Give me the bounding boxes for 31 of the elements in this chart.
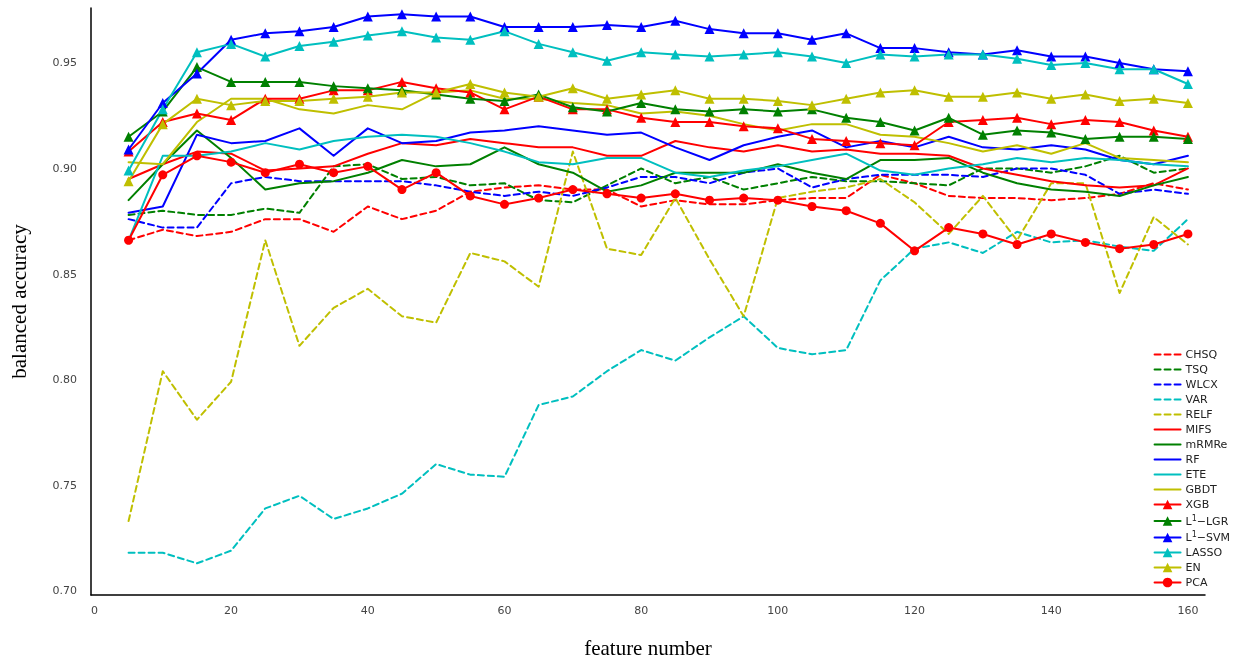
- y-tick-label: 0.95: [52, 56, 77, 70]
- x-tick-label: 0: [90, 604, 98, 617]
- legend-label: GBDT: [1185, 483, 1218, 496]
- x-tick-label: 160: [1177, 604, 1199, 617]
- x-tick-label: 60: [497, 604, 512, 617]
- legend-label: MIFS: [1185, 423, 1212, 436]
- x-tick-label: 40: [360, 604, 375, 617]
- legend-label: EN: [1185, 561, 1201, 574]
- legend-label: TSQ: [1184, 363, 1209, 376]
- legend-label: ETE: [1185, 468, 1207, 481]
- y-tick-label: 0.75: [52, 478, 77, 492]
- x-tick-label: 80: [634, 604, 649, 617]
- x-tick-label: 20: [224, 604, 239, 617]
- legend-label: XGB: [1185, 498, 1210, 511]
- y-tick-label: 0.85: [52, 267, 77, 281]
- legend-label: CHSQ: [1185, 348, 1218, 361]
- legend-label: PCA: [1185, 576, 1208, 589]
- legend-label: RELF: [1185, 408, 1213, 421]
- legend-label: mRMRe: [1185, 438, 1228, 451]
- legend-label: RF: [1185, 453, 1200, 466]
- x-tick-label: 100: [767, 604, 789, 617]
- legend-label: WLCX: [1185, 378, 1219, 391]
- x-tick-label: 140: [1040, 604, 1062, 617]
- y-tick-label: 0.80: [52, 373, 77, 387]
- y-tick-label: 0.90: [52, 161, 77, 175]
- x-tick-label: 120: [904, 604, 926, 617]
- legend-label: VAR: [1185, 393, 1208, 406]
- y-tick-label: 0.70: [52, 584, 77, 598]
- legend-label: LASSO: [1185, 546, 1223, 559]
- y-axis-title: balanced accuracy: [6, 223, 31, 379]
- x-axis-title: feature number: [584, 635, 712, 660]
